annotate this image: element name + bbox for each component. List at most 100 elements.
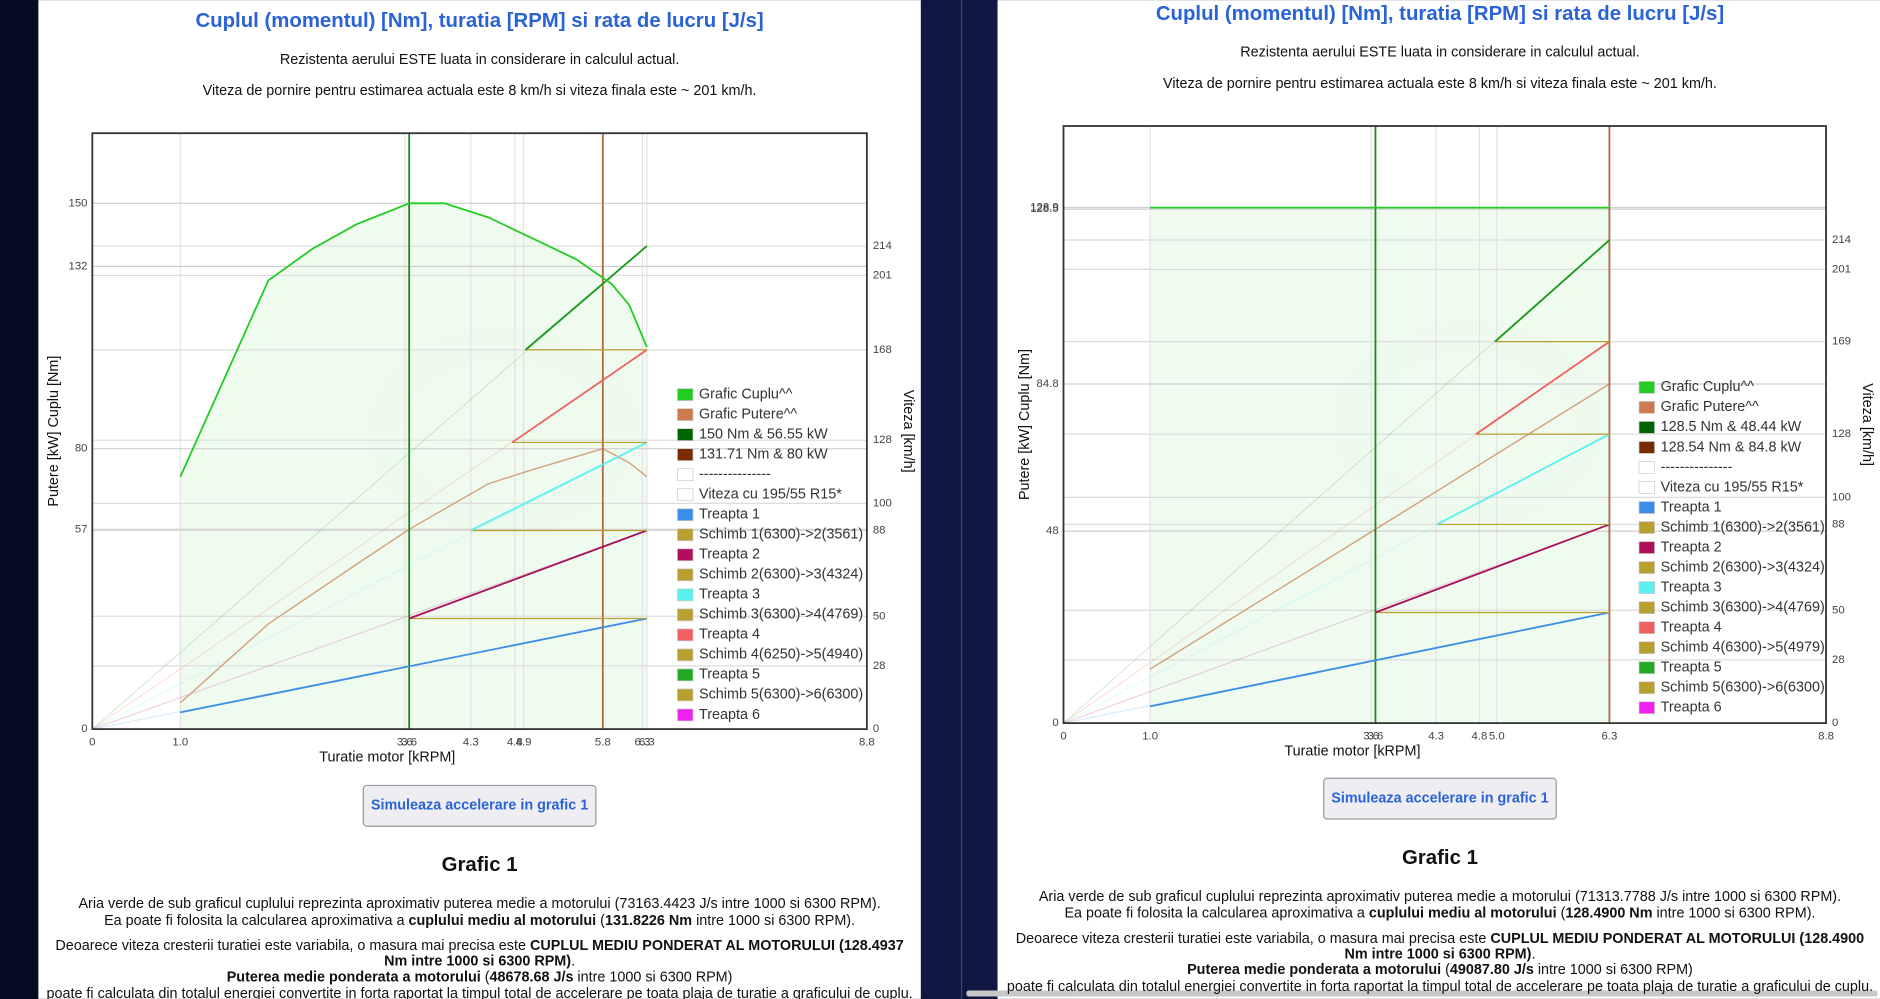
y2-tick-label: 100 [1832,491,1851,503]
paragraph-line: Ea poate fi folosita la calcularea aprox… [104,913,855,929]
y2-tick-label: 201 [873,269,892,281]
paragraph-text: Nm intre 1000 si 6300 RPM) [1344,946,1531,962]
torque-line [179,202,648,478]
legend-swatch [1638,661,1655,675]
legend-label: 131.71 Nm & 80 kW [699,446,828,462]
gear-line [1436,433,1610,526]
legend-swatch [1638,581,1655,594]
gear-line [470,441,648,532]
note: Rezistenta aerului ESTE luata in conside… [1240,45,1640,61]
legend-label: Treapta 3 [1661,579,1722,595]
legend-label: Schimb 2(6300)->3(4324) [1661,559,1825,575]
y-axis-label: Putere [kW] Cuplu [Nm] [1017,349,1033,500]
paragraph-text: Aria verde de sub graficul cuplului repr… [1039,889,1841,905]
legend-label: Grafic Cuplu^^ [699,386,793,402]
x-tick-label: 4.9 [516,736,532,748]
y2-tick-label: 28 [1832,654,1845,666]
x-tick-label: 3.6 [1363,730,1379,742]
legend-label: Treapta 6 [1661,700,1722,716]
heading: Grafic 1 [442,854,518,876]
gear-line [524,245,648,351]
x-tick-label: 4.3 [1428,730,1444,742]
ray [91,245,648,730]
torque-area [180,203,647,730]
legend-swatch [677,568,694,582]
paragraph-text: . [1531,946,1535,962]
y2-tick-label: 169 [1832,336,1851,348]
x-axis-label: Turatie motor [kRPM] [319,750,455,766]
gear-line [1375,523,1610,614]
legend-label: 150 Nm & 56.55 kW [699,426,828,442]
legend-label: Treapta 3 [699,587,760,603]
paragraph-text: poate fi calculata din totalul energiei … [1007,979,1873,995]
paragraph-text: 131.8226 Nm [605,913,692,929]
y-tick-label: 0 [81,723,87,735]
paragraph-line: Deoarece viteza cresterii turatiei este … [55,938,903,954]
legend-label: 128.5 Nm & 48.44 kW [1661,419,1802,435]
y2-tick-label: 88 [873,524,886,536]
legend-label: Schimb 5(6300)->6(6300) [1661,680,1825,696]
legend-label: Treapta 2 [699,547,760,563]
paragraph-text: CUPLUL MEDIU PONDERAT AL MOTORULUI (128.… [530,938,904,954]
legend-swatch [1638,481,1655,494]
x-tick-label: 3.6 [1368,730,1384,742]
legend-swatch [1638,501,1655,514]
legend-swatch [677,448,694,462]
legend-label: Schimb 4(6250)->5(4940) [699,647,863,663]
x-tick-label: 8.8 [1818,730,1834,742]
legend-swatch [677,388,694,401]
y-tick-label: 57 [75,523,88,535]
y2-tick-label: 214 [1832,234,1851,246]
legend-label: Grafic Cuplu^^ [1661,379,1755,395]
x-tick-label: 8.8 [859,736,875,748]
button-label[interactable]: Simuleaza accelerare in grafic 1 [1331,790,1548,806]
legend-label: Viteza cu 195/55 R15* [1661,479,1804,495]
ray [1063,523,1610,724]
paragraph-line: Nm intre 1000 si 6300 RPM). [384,954,575,970]
gear-line [511,349,648,444]
legend-label: Treapta 4 [1661,619,1722,635]
y-tick-label: 132 [69,260,88,272]
paragraph-text: ( [596,913,605,929]
x-tick-label: 3.6 [401,736,417,748]
legend-label: Schimb 3(6300)->4(4769) [1661,599,1825,615]
legend-swatch [677,528,694,542]
y-tick-label: 48 [1046,525,1059,537]
legend-label: --------------- [1661,459,1733,475]
paragraph-text: cuplului mediu al motorului [409,913,597,929]
power-line [1149,383,1610,670]
x-tick-label: 1.0 [1142,730,1158,742]
legend-label: Treapta 4 [699,627,760,643]
note: Viteza de pornire pentru estimarea actua… [203,83,757,99]
legend-label: Grafic Putere^^ [699,406,797,422]
plot-frame [91,132,868,731]
button[interactable] [362,784,597,827]
legend-swatch [1638,681,1655,695]
paragraph-line: Puterea medie ponderata a motorului (486… [227,969,733,985]
legend-swatch [677,648,694,662]
paragraph-text: ( [481,969,490,985]
note: Rezistenta aerului ESTE luata in conside… [280,52,680,68]
legend-swatch [677,708,694,722]
button[interactable] [1323,777,1557,820]
legend-label: Schimb 2(6300)->3(4324) [699,567,863,583]
paragraph-line: Ea poate fi folosita la calcularea aprox… [1064,906,1815,922]
paragraph-text: Deoarece viteza cresterii turatiei este … [1016,931,1491,947]
paragraph-line: poate fi calculata din totalul energiei … [1007,979,1873,995]
gear-line [1475,340,1610,435]
legend-label: Treapta 5 [1661,660,1722,676]
legend-swatch [1638,641,1655,655]
paragraph-text: Ea poate fi folosita la calcularea aprox… [1064,906,1368,922]
legend-swatch [1638,441,1655,454]
legend-swatch [677,428,694,441]
y-tick-label: 128.9 [1030,202,1058,214]
legend-swatch [677,508,694,522]
legend-label: Schimb 1(6300)->2(3561) [1661,519,1825,535]
legend-label: Schimb 5(6300)->6(6300) [699,687,863,703]
legend-swatch [1638,541,1655,554]
heading: Grafic 1 [1402,847,1478,869]
legend-label: Schimb 4(6300)->5(4979) [1661,639,1825,655]
y-tick-label: 80 [75,443,88,455]
button-label[interactable]: Simuleaza accelerare in grafic 1 [371,798,588,814]
legend-swatch [677,468,694,482]
